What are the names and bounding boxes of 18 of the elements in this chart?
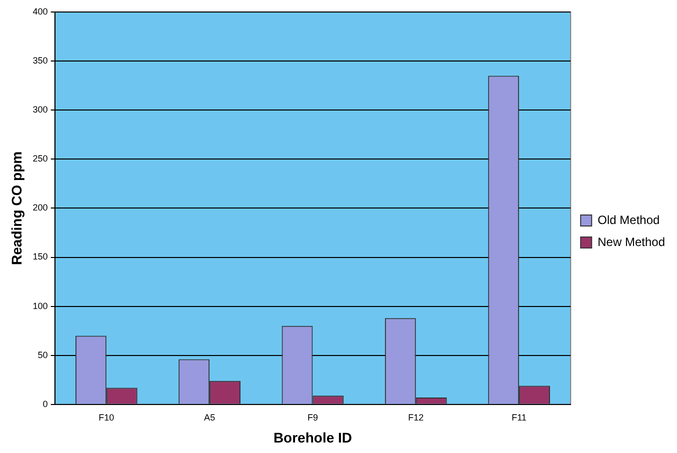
- y-tick-label: 50: [38, 350, 48, 360]
- x-tick-label: F12: [408, 412, 424, 422]
- y-tick-label: 100: [32, 300, 48, 311]
- y-tick-label: 250: [32, 154, 48, 164]
- legend-label: New Method: [598, 234, 666, 249]
- y-tick-label: 150: [32, 252, 48, 262]
- x-tick-label: F11: [512, 412, 526, 422]
- y-tick-label: 0: [42, 398, 48, 409]
- legend-label: Old Method: [598, 212, 660, 227]
- y-tick-label: 400: [32, 6, 48, 16]
- y-axis-title: Reading CO ppm: [8, 151, 24, 265]
- y-tick-label: 350: [32, 56, 48, 66]
- y-tick-label: 200: [32, 202, 48, 213]
- y-tick-label: 300: [32, 104, 48, 115]
- x-axis-title: Borehole ID: [273, 429, 352, 446]
- x-tick-label: F9: [307, 412, 318, 422]
- x-tick-label: F10: [98, 412, 114, 422]
- x-tick-label: A5: [204, 412, 216, 422]
